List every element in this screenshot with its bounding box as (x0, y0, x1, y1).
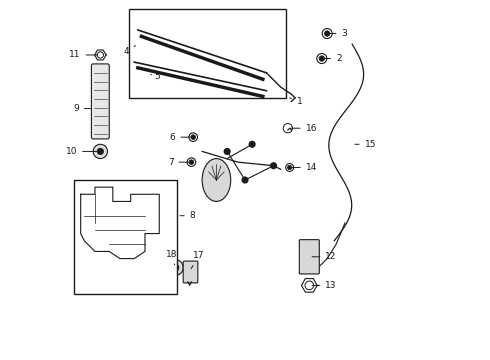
Text: 13: 13 (312, 281, 337, 290)
Bar (74, 180, 177, 294)
Text: 2: 2 (324, 54, 342, 63)
FancyBboxPatch shape (299, 240, 319, 274)
Text: 11: 11 (69, 50, 98, 59)
Circle shape (189, 160, 194, 165)
Text: 8: 8 (180, 211, 196, 220)
Circle shape (172, 264, 179, 271)
Text: 12: 12 (312, 252, 337, 261)
Text: 1: 1 (290, 97, 302, 106)
Text: 16: 16 (291, 124, 317, 133)
Circle shape (288, 165, 292, 170)
Circle shape (324, 31, 330, 36)
Text: 7: 7 (168, 158, 189, 167)
Circle shape (224, 149, 230, 154)
Circle shape (242, 177, 248, 183)
Text: 14: 14 (293, 163, 317, 172)
Text: 10: 10 (66, 147, 98, 156)
Text: 18: 18 (166, 249, 177, 265)
FancyBboxPatch shape (92, 64, 109, 139)
Text: 15: 15 (355, 140, 376, 149)
Circle shape (319, 56, 324, 61)
Text: 17: 17 (191, 251, 205, 269)
Circle shape (97, 148, 103, 155)
Circle shape (191, 135, 196, 139)
FancyBboxPatch shape (183, 261, 198, 283)
Circle shape (249, 141, 255, 147)
Bar (129, 9, 286, 98)
Circle shape (270, 163, 276, 168)
Circle shape (93, 144, 107, 158)
Circle shape (168, 260, 183, 275)
Text: 6: 6 (170, 132, 191, 141)
Text: 4: 4 (123, 46, 135, 56)
Text: 5: 5 (154, 72, 160, 81)
Text: 9: 9 (73, 104, 91, 113)
Text: 3: 3 (330, 29, 347, 38)
Ellipse shape (202, 158, 231, 202)
